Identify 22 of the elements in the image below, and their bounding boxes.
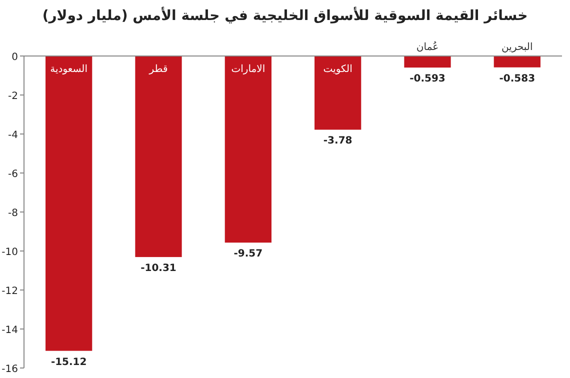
x-tick-label: البحرين [502, 42, 533, 53]
data-label: -0.583 [499, 73, 536, 84]
data-label: -10.31 [140, 263, 176, 274]
y-tick-label: -8 [8, 208, 18, 219]
y-tick-label: -6 [8, 169, 18, 180]
chart-title: خسائر القيمة السوقية للأسواق الخليجية في جلسة الأمس (مليار دولار) [42, 6, 528, 24]
y-tick-label: -10 [2, 247, 18, 258]
x-tick-label: عُمان [416, 41, 439, 53]
y-tick-label: -12 [2, 286, 18, 297]
x-tick-label: الامارات [231, 64, 266, 75]
data-label: -0.593 [410, 74, 446, 85]
data-label: -15.12 [50, 356, 87, 368]
y-tick-label: -4 [8, 130, 18, 141]
x-tick-label: قطر [148, 64, 168, 75]
data-label: -9.57 [234, 248, 263, 260]
y-tick-label: 0 [12, 52, 18, 63]
y-tick-label: -16 [2, 364, 18, 375]
x-tick-label: الكويت [323, 64, 352, 75]
x-tick-label: السعودية [50, 64, 88, 75]
y-tick-label: -14 [2, 325, 18, 336]
y-tick-label: -2 [8, 91, 18, 102]
data-label: -3.78 [323, 136, 352, 147]
